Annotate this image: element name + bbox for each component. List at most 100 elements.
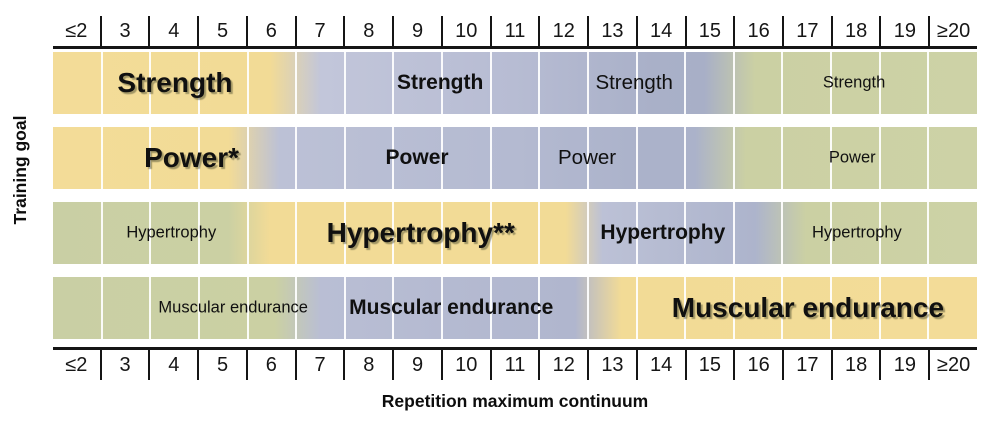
column-gridline [538, 277, 541, 339]
column-gridline [781, 202, 784, 264]
column-gridline [392, 52, 395, 114]
column-gridline [392, 202, 395, 264]
axis-tick-label: 15 [684, 16, 734, 46]
column-gridline [489, 202, 492, 264]
axis-tick-label: 11 [489, 16, 539, 46]
axis-tick-label: 3 [99, 350, 149, 380]
column-gridline [246, 52, 249, 114]
column-gridline [878, 127, 881, 189]
column-gridline [489, 277, 492, 339]
band-label: Strength [396, 71, 484, 94]
column-gridline [343, 202, 346, 264]
column-gridline [295, 277, 298, 339]
column-gridline [927, 277, 930, 339]
column-gridline [586, 52, 589, 114]
axis-tick-label: ≥20 [928, 350, 977, 380]
band-muscular-endurance: Muscular endurance Muscular endurance Musc… [53, 277, 977, 339]
column-gridline [781, 277, 784, 339]
column-gridline [878, 52, 881, 114]
column-gridline [149, 202, 152, 264]
axis-tick-label: 8 [343, 16, 392, 46]
axis-tick-label: 16 [733, 350, 782, 380]
axis-tick-label: 6 [245, 16, 295, 46]
chart-area: ≤2 3 4 5 6 7 8 9 10 11 12 13 14 15 16 17 18 19 ≥20 Strengt… [53, 0, 977, 421]
column-gridline [830, 277, 833, 339]
column-gridline [149, 277, 152, 339]
band-label: Power* [144, 142, 240, 173]
column-gridline [684, 127, 687, 189]
column-gridline [100, 202, 103, 264]
column-gridline [149, 52, 152, 114]
axis-tick-label: 8 [343, 350, 392, 380]
column-gridline [732, 52, 735, 114]
axis-tick-label: 16 [733, 16, 782, 46]
axis-tick-label: 12 [538, 350, 587, 380]
axis-tick-label: 18 [830, 350, 880, 380]
column-gridline [635, 202, 638, 264]
band-label: Strength [822, 73, 886, 92]
axis-tick-label: 4 [148, 16, 197, 46]
column-gridline [149, 127, 152, 189]
column-gridline [538, 52, 541, 114]
column-gridline [538, 202, 541, 264]
band-label: Power [385, 146, 449, 169]
band-strength: Strength Strength Strength Strength [53, 52, 977, 114]
column-gridline [586, 277, 589, 339]
column-gridline [441, 277, 444, 339]
axis-tick-label: 12 [538, 16, 587, 46]
x-axis-title: Repetition maximum continuum [381, 391, 649, 411]
axis-tick-label: 18 [830, 16, 880, 46]
column-gridline [489, 52, 492, 114]
band-label: Hypertrophy [600, 221, 726, 244]
column-gridline [927, 52, 930, 114]
column-gridline [538, 127, 541, 189]
column-gridline [343, 127, 346, 189]
axis-tick-label: 6 [245, 350, 295, 380]
band-label: Power [558, 146, 617, 169]
axis-tick-label: 17 [782, 16, 831, 46]
axis-tick-label: 15 [684, 350, 734, 380]
x-axis-top: ≤2 3 4 5 6 7 8 9 10 11 12 13 14 15 16 17 18 19 ≥20 [53, 8, 977, 49]
axis-tick-label: 7 [294, 350, 344, 380]
column-gridline [732, 277, 735, 339]
column-gridline [635, 277, 638, 339]
axis-tick-label: 5 [197, 350, 246, 380]
axis-tick-label: 17 [782, 350, 831, 380]
axis-tick-label: 10 [440, 16, 490, 46]
band-label: Muscular endurance [158, 298, 308, 317]
column-gridline [586, 202, 589, 264]
column-gridline [246, 127, 249, 189]
column-gridline [441, 127, 444, 189]
axis-tick-label: 11 [489, 350, 539, 380]
column-gridline [830, 202, 833, 264]
column-gridline [441, 202, 444, 264]
band-label: Muscular endurance [349, 296, 554, 319]
column-gridline [684, 52, 687, 114]
column-gridline [586, 127, 589, 189]
axis-tick-label: 14 [635, 16, 685, 46]
axis-tick-label: ≤2 [65, 19, 88, 42]
column-gridline [392, 277, 395, 339]
axis-tick-label: 9 [392, 350, 441, 380]
column-gridline [197, 52, 200, 114]
column-gridline [732, 202, 735, 264]
column-gridline [295, 52, 298, 114]
column-gridline [781, 127, 784, 189]
column-gridline [246, 277, 249, 339]
column-gridline [927, 202, 930, 264]
column-gridline [684, 277, 687, 339]
column-gridline [441, 52, 444, 114]
column-gridline [100, 127, 103, 189]
column-gridline [878, 277, 881, 339]
axis-tick-label: 14 [635, 350, 685, 380]
band-label: Strength [595, 71, 673, 94]
band-label: Hypertrophy** [326, 217, 515, 248]
axis-tick-label: 19 [879, 16, 928, 46]
column-gridline [489, 127, 492, 189]
axis-tick-label: 10 [440, 350, 490, 380]
band-label: Power [828, 148, 876, 167]
axis-tick-label: 3 [99, 16, 149, 46]
column-gridline [343, 277, 346, 339]
axis-tick-label: ≤2 [65, 353, 88, 376]
column-gridline [635, 52, 638, 114]
